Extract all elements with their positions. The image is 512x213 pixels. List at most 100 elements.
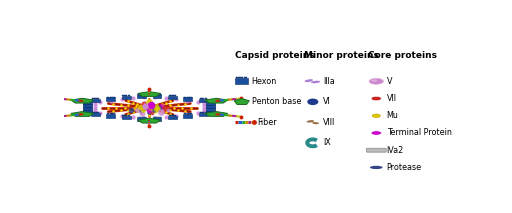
FancyBboxPatch shape xyxy=(172,115,174,116)
FancyBboxPatch shape xyxy=(94,98,96,99)
FancyBboxPatch shape xyxy=(174,95,176,96)
Text: Penton base: Penton base xyxy=(252,97,301,106)
FancyBboxPatch shape xyxy=(122,115,125,116)
FancyBboxPatch shape xyxy=(87,104,89,105)
FancyBboxPatch shape xyxy=(107,97,110,98)
Polygon shape xyxy=(82,94,217,121)
FancyBboxPatch shape xyxy=(153,117,161,121)
FancyBboxPatch shape xyxy=(153,94,161,98)
Polygon shape xyxy=(234,99,249,105)
Text: Mu: Mu xyxy=(387,111,398,120)
FancyBboxPatch shape xyxy=(159,117,161,118)
FancyBboxPatch shape xyxy=(83,101,92,105)
FancyBboxPatch shape xyxy=(110,97,112,98)
FancyBboxPatch shape xyxy=(200,112,202,113)
FancyBboxPatch shape xyxy=(244,76,247,78)
Circle shape xyxy=(369,78,383,84)
FancyBboxPatch shape xyxy=(97,112,99,113)
Ellipse shape xyxy=(307,120,314,122)
Polygon shape xyxy=(138,92,161,96)
FancyBboxPatch shape xyxy=(159,94,161,95)
FancyBboxPatch shape xyxy=(206,111,216,114)
FancyBboxPatch shape xyxy=(210,106,212,108)
Text: VI: VI xyxy=(323,97,331,106)
Ellipse shape xyxy=(307,99,318,105)
Text: Fiber: Fiber xyxy=(257,118,276,127)
Text: IIIa: IIIa xyxy=(323,77,335,86)
FancyBboxPatch shape xyxy=(122,96,131,99)
Ellipse shape xyxy=(311,81,320,83)
FancyBboxPatch shape xyxy=(206,104,216,108)
FancyBboxPatch shape xyxy=(206,101,216,105)
FancyBboxPatch shape xyxy=(156,94,158,95)
FancyBboxPatch shape xyxy=(143,94,145,95)
FancyBboxPatch shape xyxy=(89,106,92,108)
Ellipse shape xyxy=(305,79,313,82)
Polygon shape xyxy=(71,112,94,116)
FancyBboxPatch shape xyxy=(367,148,386,152)
Circle shape xyxy=(372,79,377,82)
FancyBboxPatch shape xyxy=(210,104,212,105)
FancyBboxPatch shape xyxy=(210,110,212,111)
Ellipse shape xyxy=(312,122,319,124)
FancyBboxPatch shape xyxy=(91,99,100,102)
FancyBboxPatch shape xyxy=(205,98,207,99)
Text: V: V xyxy=(387,77,392,86)
FancyBboxPatch shape xyxy=(212,106,215,108)
Text: Protease: Protease xyxy=(387,163,422,172)
FancyBboxPatch shape xyxy=(202,98,204,99)
FancyBboxPatch shape xyxy=(207,106,209,108)
FancyBboxPatch shape xyxy=(168,95,171,96)
FancyBboxPatch shape xyxy=(92,98,94,99)
FancyBboxPatch shape xyxy=(91,113,100,116)
Text: Core proteins: Core proteins xyxy=(368,50,437,60)
FancyBboxPatch shape xyxy=(236,78,248,84)
FancyBboxPatch shape xyxy=(207,104,209,105)
FancyBboxPatch shape xyxy=(156,117,158,118)
FancyBboxPatch shape xyxy=(94,112,96,113)
Polygon shape xyxy=(205,98,228,103)
FancyBboxPatch shape xyxy=(106,97,115,101)
Circle shape xyxy=(371,131,381,135)
FancyBboxPatch shape xyxy=(112,97,115,98)
FancyBboxPatch shape xyxy=(237,76,240,78)
FancyBboxPatch shape xyxy=(87,110,89,111)
FancyBboxPatch shape xyxy=(84,104,86,105)
FancyBboxPatch shape xyxy=(153,117,156,118)
FancyBboxPatch shape xyxy=(83,111,92,114)
Text: Capsid proteins: Capsid proteins xyxy=(234,50,314,60)
FancyBboxPatch shape xyxy=(202,112,204,113)
FancyBboxPatch shape xyxy=(183,114,193,118)
FancyBboxPatch shape xyxy=(89,104,92,105)
FancyBboxPatch shape xyxy=(137,117,146,121)
Text: Minor proteins: Minor proteins xyxy=(304,50,379,60)
FancyBboxPatch shape xyxy=(106,114,115,118)
FancyBboxPatch shape xyxy=(140,117,143,118)
FancyBboxPatch shape xyxy=(205,112,207,113)
Polygon shape xyxy=(71,98,94,103)
FancyBboxPatch shape xyxy=(206,107,216,111)
FancyBboxPatch shape xyxy=(83,104,92,108)
Circle shape xyxy=(372,114,380,117)
FancyBboxPatch shape xyxy=(138,117,140,118)
FancyBboxPatch shape xyxy=(127,115,130,116)
FancyBboxPatch shape xyxy=(212,104,215,105)
FancyBboxPatch shape xyxy=(127,95,130,96)
Text: IX: IX xyxy=(323,138,331,147)
FancyBboxPatch shape xyxy=(87,106,89,108)
FancyBboxPatch shape xyxy=(137,94,146,98)
FancyBboxPatch shape xyxy=(168,96,177,99)
FancyBboxPatch shape xyxy=(189,97,191,98)
FancyBboxPatch shape xyxy=(83,107,92,111)
Text: VIII: VIII xyxy=(323,118,335,127)
FancyBboxPatch shape xyxy=(92,112,94,113)
FancyBboxPatch shape xyxy=(84,106,86,108)
FancyBboxPatch shape xyxy=(199,113,208,116)
FancyBboxPatch shape xyxy=(174,115,176,116)
Text: Hexon: Hexon xyxy=(252,77,277,86)
FancyBboxPatch shape xyxy=(168,116,177,119)
FancyBboxPatch shape xyxy=(125,115,127,116)
FancyBboxPatch shape xyxy=(122,95,125,96)
Text: IVa2: IVa2 xyxy=(387,146,404,155)
FancyBboxPatch shape xyxy=(212,110,215,111)
